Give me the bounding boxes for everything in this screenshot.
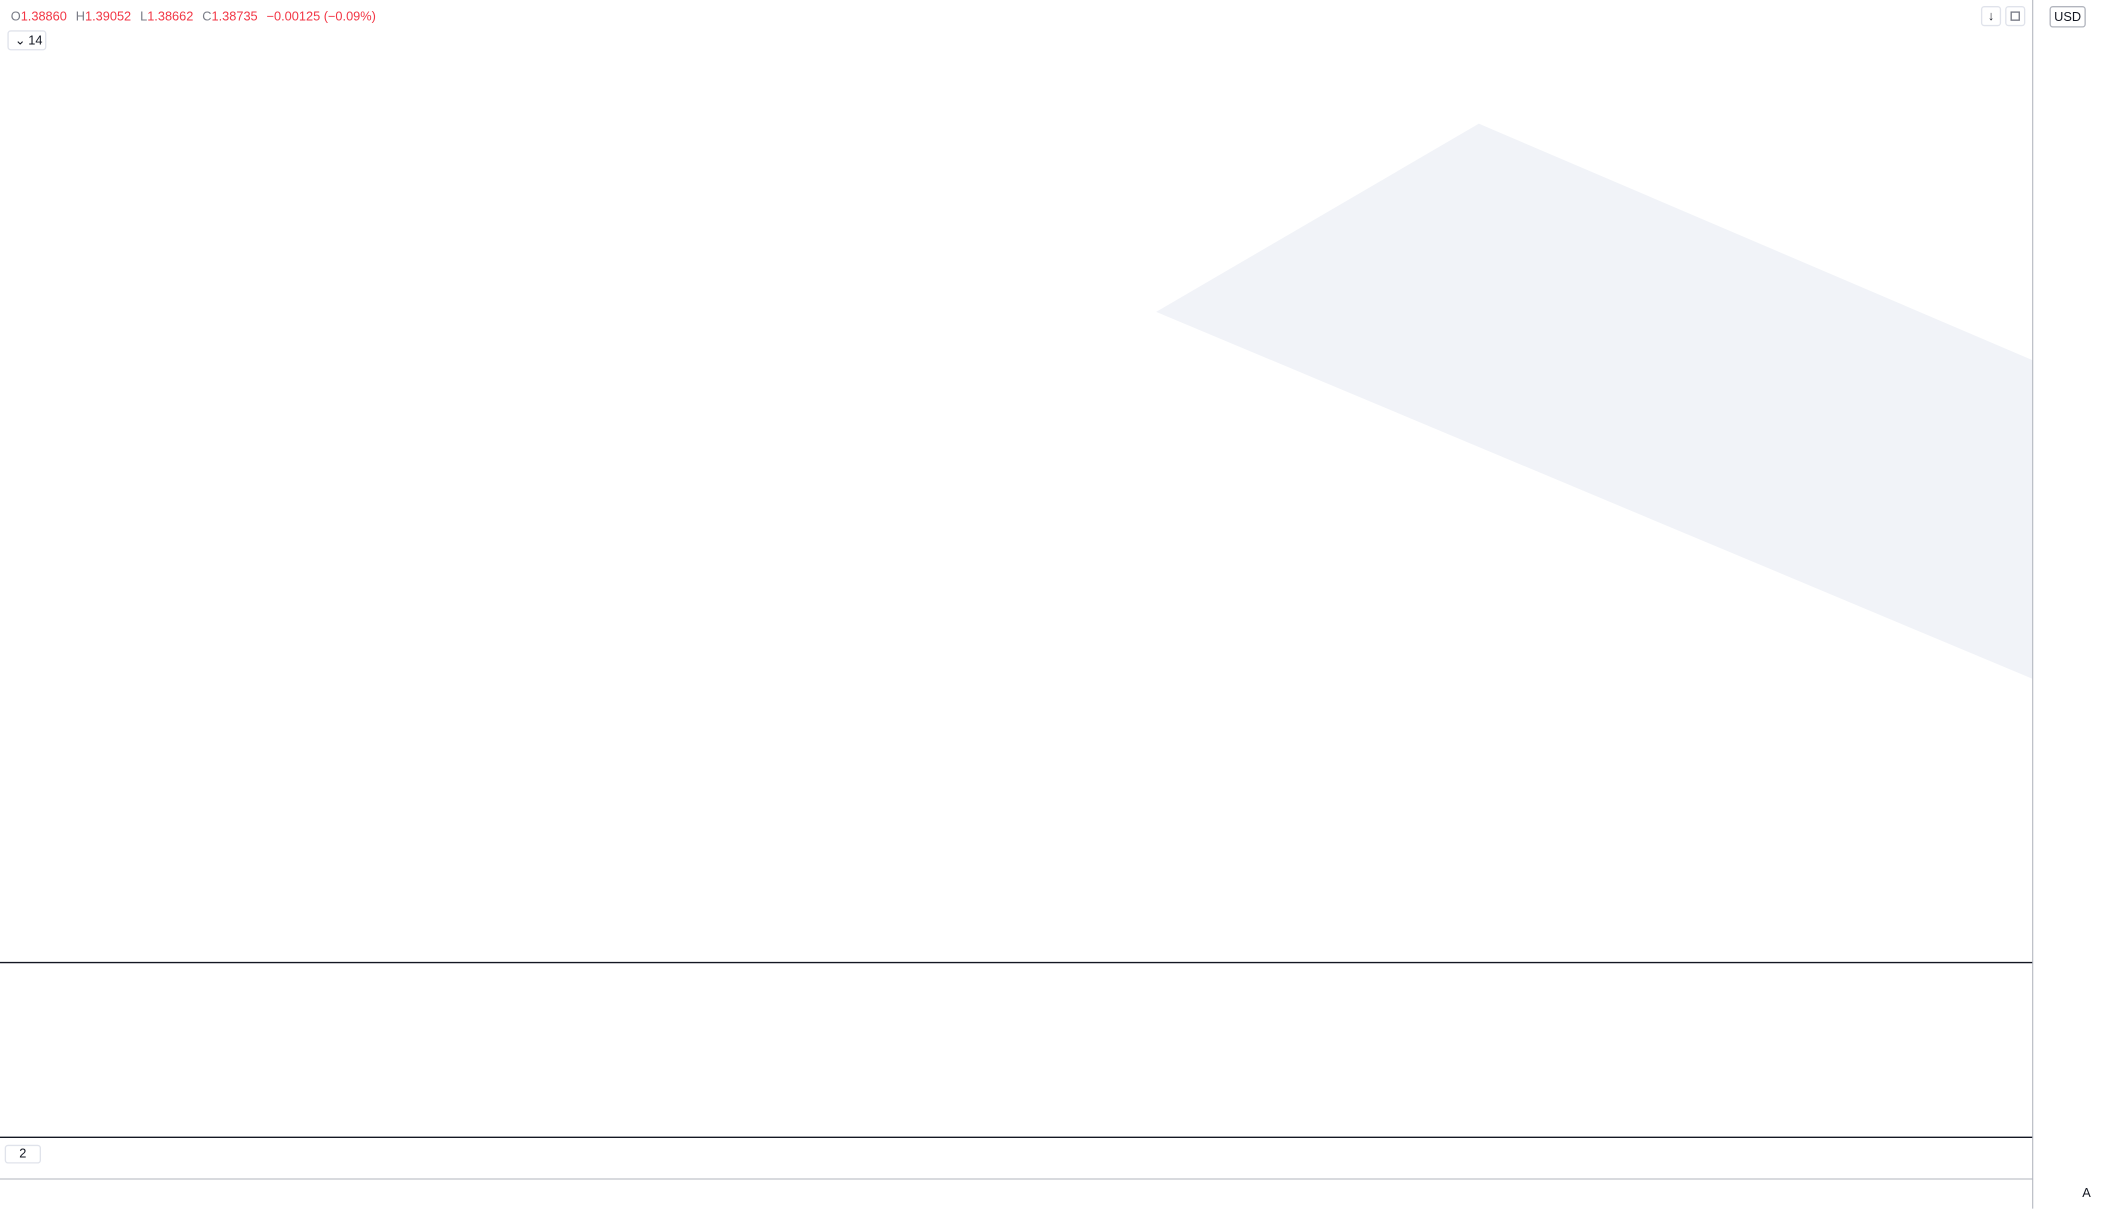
scroll-icon: ↓ [1988, 8, 1994, 23]
ohlc-change: −0.00125 (−0.09%) [267, 9, 376, 24]
maximize-icon [2010, 11, 2020, 21]
study-toggle: ⌄ [15, 32, 26, 47]
ohlc-key: H [76, 9, 85, 24]
ohlc-key: O [11, 9, 21, 24]
currency: USD [2054, 9, 2081, 24]
ohlc-value: 1.38662 [147, 9, 193, 24]
ohlc-key: L [140, 9, 147, 24]
maximize-button[interactable] [2005, 6, 2026, 27]
regression-channel [1156, 123, 2033, 679]
scroll-button[interactable] [1980, 6, 2002, 27]
auto-scale-button[interactable]: A [2082, 1185, 2091, 1200]
ohlc-legend: O1.38860 H1.39052 L1.38662 C1.38735 −0.0… [11, 9, 376, 24]
ohlc-value: 1.38860 [21, 9, 67, 24]
lower-study-button[interactable] [4, 1144, 42, 1164]
study-button[interactable] [7, 30, 47, 51]
currency-button[interactable] [2049, 6, 2086, 28]
ohlc-value: 1.38735 [212, 9, 258, 24]
lower-study-setting: 2 [19, 1146, 26, 1161]
ohlc-value: 1.39052 [85, 9, 131, 24]
ohlc-key: C [202, 9, 211, 24]
study-setting: 14 [28, 32, 42, 47]
